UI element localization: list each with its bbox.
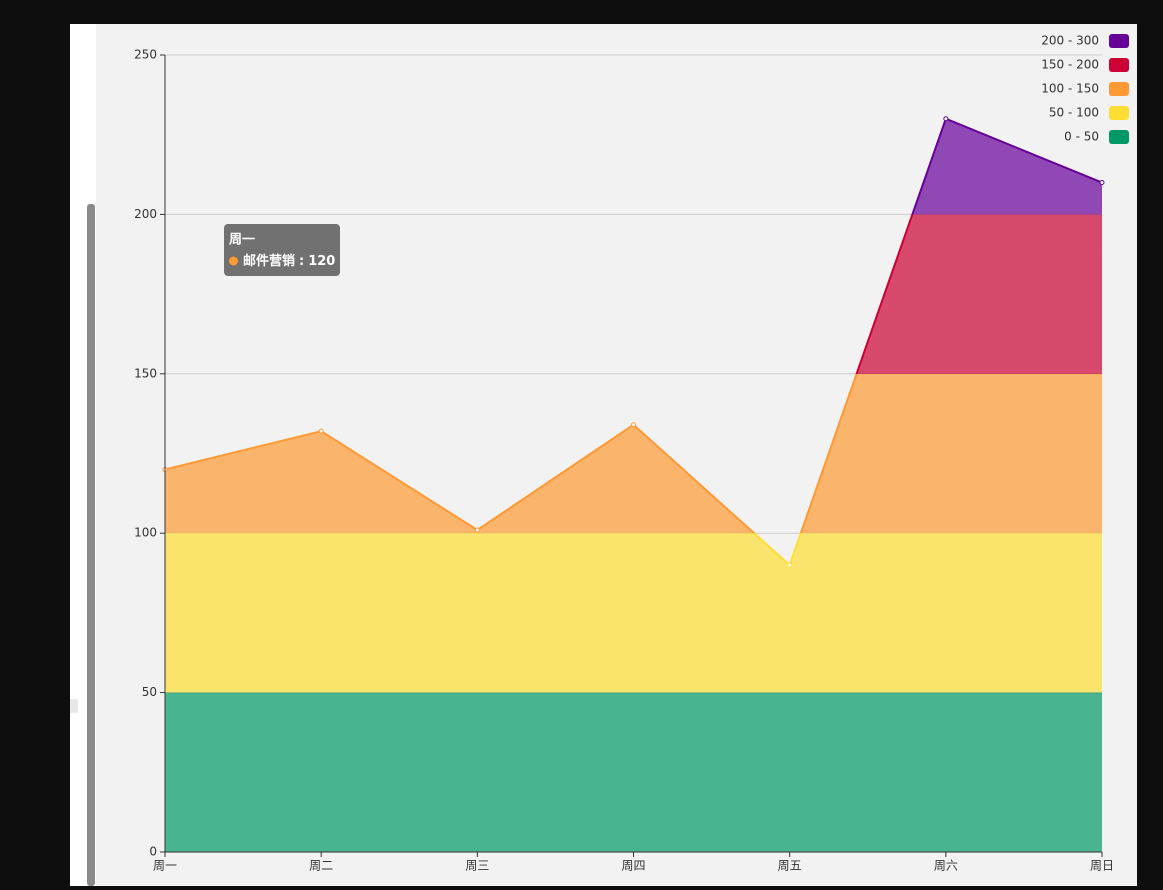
x-tick-label: 周一 bbox=[153, 859, 177, 873]
tooltip-box bbox=[224, 224, 340, 276]
tooltip-value: 120 bbox=[308, 254, 335, 269]
point bbox=[474, 527, 480, 533]
tooltip-separator: : bbox=[299, 254, 304, 269]
legend-label: 50 - 100 bbox=[1049, 106, 1099, 120]
y-tick-label: 150 bbox=[134, 366, 157, 380]
legend-swatch[interactable] bbox=[1109, 130, 1129, 144]
legend-label: 100 - 150 bbox=[1041, 82, 1099, 96]
tooltip-title: 周一 bbox=[229, 233, 255, 248]
tooltip-label: 邮件营销 bbox=[243, 253, 295, 269]
y-tick-label: 250 bbox=[134, 48, 157, 62]
tooltip-dot bbox=[229, 256, 238, 266]
y-tick-label: 100 bbox=[134, 526, 157, 540]
y-tick-label: 50 bbox=[142, 685, 157, 699]
tooltip-text: 邮件营销:120 bbox=[243, 253, 335, 269]
point bbox=[631, 422, 636, 428]
x-tick-label: 周二 bbox=[309, 859, 333, 873]
legend-label: 0 - 50 bbox=[1064, 130, 1099, 144]
x-tick-label: 周六 bbox=[934, 859, 958, 873]
area bbox=[165, 118, 1102, 852]
x-tick-label: 周日 bbox=[1090, 859, 1114, 873]
side-box bbox=[70, 699, 78, 713]
point bbox=[318, 428, 324, 434]
y-tick-label: 0 bbox=[149, 845, 157, 859]
legend-swatch[interactable] bbox=[1109, 34, 1129, 48]
legend-label: 150 - 200 bbox=[1041, 58, 1099, 72]
x-tick-label: 周四 bbox=[621, 859, 645, 873]
scrollbar[interactable] bbox=[87, 204, 95, 886]
point bbox=[943, 116, 949, 122]
x-tick-label: 周三 bbox=[465, 859, 489, 873]
legend-swatch[interactable] bbox=[1109, 106, 1129, 120]
legend-swatch[interactable] bbox=[1109, 58, 1129, 72]
x-tick-label: 周五 bbox=[778, 859, 802, 873]
legend-label: 200 - 300 bbox=[1041, 34, 1099, 48]
y-tick-label: 200 bbox=[134, 207, 157, 221]
point bbox=[1099, 180, 1105, 186]
legend-swatch[interactable] bbox=[1109, 82, 1129, 96]
point bbox=[787, 562, 793, 568]
